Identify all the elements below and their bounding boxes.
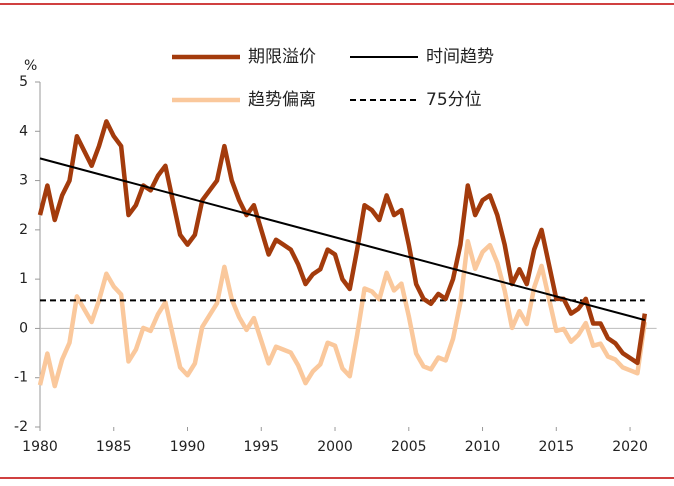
x-tick-label: 1980 <box>22 439 58 455</box>
x-tick-label: 2015 <box>538 439 574 455</box>
x-tick-label: 1985 <box>96 439 132 455</box>
y-tick-label: 3 <box>19 173 28 189</box>
y-axis-label: % <box>24 58 37 74</box>
x-tick-label: 2020 <box>612 439 648 455</box>
series-line <box>37 238 648 389</box>
x-tick-label: 1995 <box>243 439 279 455</box>
y-tick-label: 2 <box>19 222 28 238</box>
legend-label: 期限溢价 <box>248 47 316 67</box>
y-tick-label: -2 <box>14 419 28 435</box>
legend-label: 时间趋势 <box>426 47 494 67</box>
y-tick-label: 4 <box>19 123 28 139</box>
x-tick-label: 2010 <box>465 439 501 455</box>
y-tick-label: 0 <box>19 320 28 336</box>
x-tick-label: 1990 <box>170 439 206 455</box>
legend-label: 75分位 <box>426 90 482 110</box>
x-tick-label: 2005 <box>391 439 427 455</box>
legend-label: 趋势偏离 <box>248 90 316 110</box>
series-line <box>37 119 648 366</box>
series-line <box>39 157 646 322</box>
y-tick-label: 5 <box>19 74 28 90</box>
y-tick-label: 1 <box>19 271 28 287</box>
x-tick-label: 2000 <box>317 439 353 455</box>
y-tick-label: -1 <box>14 370 28 386</box>
